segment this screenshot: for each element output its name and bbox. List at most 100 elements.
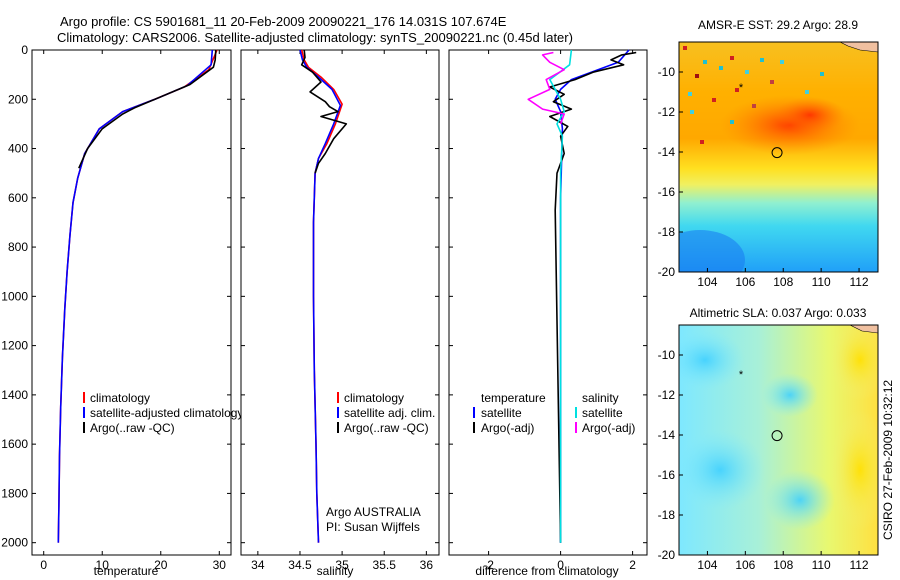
x-tick-label: 112 xyxy=(849,558,868,572)
legend-label: satellite adj. clim. xyxy=(344,406,435,420)
figure-title-line2: Climatology: CARS2006. Satellite-adjuste… xyxy=(57,30,573,45)
x-tick-label: 108 xyxy=(773,275,793,289)
difference-xlabel: difference from climatology xyxy=(475,564,618,578)
x-tick-label: -2 xyxy=(483,558,494,572)
series-line-salinity-argo-adj xyxy=(527,51,566,125)
y-tick-label: -14 xyxy=(658,428,676,442)
salinity-panel: 34 34.5 35 35.5 36 salinity climatology sate… xyxy=(240,49,440,578)
legend-label: Argo(-adj) xyxy=(582,421,635,435)
difference-panel: -2 0 2 difference from climatology tempera… xyxy=(448,49,648,578)
y-tick-label: -14 xyxy=(658,145,676,159)
x-tick-label: 30 xyxy=(213,558,227,572)
y-tick-label: -12 xyxy=(658,105,676,119)
legend-label: satellite-adjusted climatology xyxy=(90,406,243,420)
sst-map-panel: AMSR-E SST: 29.2 Argo: 28.9 104 106 108 110… xyxy=(658,18,879,289)
temperature-legend: climatology satellite-adjusted climatolo… xyxy=(83,391,243,435)
sst-pixel xyxy=(683,46,687,50)
x-tick-label: 110 xyxy=(812,558,831,572)
argo-pi-label: PI: Susan Wijffels xyxy=(326,520,420,534)
y-tick-label: 200 xyxy=(8,92,28,106)
x-tick-label: 106 xyxy=(735,275,755,289)
sla-heatmap-field xyxy=(679,325,878,555)
sst-pixel xyxy=(712,98,716,102)
y-tick-label: 0 xyxy=(21,43,28,57)
sst-pixel xyxy=(805,90,809,94)
timestamp-stamp: CSIRO 27-Feb-2009 10:32:12 xyxy=(881,379,895,540)
legend-label: climatology xyxy=(344,391,404,405)
sst-pixel xyxy=(770,80,774,84)
legend-label: satellite xyxy=(481,406,522,420)
x-tick-label: 112 xyxy=(849,275,868,289)
argo-position-marker xyxy=(771,147,783,159)
y-tick-label: -16 xyxy=(658,185,676,199)
y-tick-label: 600 xyxy=(8,191,28,205)
x-tick-label: 0 xyxy=(557,558,564,572)
figure-title-line1: Argo profile: CS 5901681_11 20-Feb-2009 … xyxy=(60,14,507,29)
sla-map-title: Altimetric SLA: 0.037 Argo: 0.033 xyxy=(690,306,867,320)
sst-map-title: AMSR-E SST: 29.2 Argo: 28.9 xyxy=(698,18,858,32)
legend-label: climatology xyxy=(90,391,150,405)
salinity-legend: climatology satellite adj. clim. Argo(..… xyxy=(337,391,435,435)
y-tick-label: 1200 xyxy=(1,339,28,353)
sst-pixel xyxy=(703,60,707,64)
sst-map-frame xyxy=(678,41,879,273)
salinity-axes-frame xyxy=(240,49,440,556)
sst-pixel xyxy=(730,56,734,60)
sst-pixel xyxy=(700,140,704,144)
y-tick-label: 400 xyxy=(8,142,28,156)
x-tick-label: 10 xyxy=(96,558,110,572)
sst-pixel xyxy=(760,58,764,62)
series-line-argo-raw-qc xyxy=(300,49,348,174)
x-tick-label: 104 xyxy=(697,558,717,572)
difference-axes-frame xyxy=(448,49,648,556)
x-tick-label: 108 xyxy=(773,558,793,572)
sst-pixel xyxy=(820,72,824,76)
sst-pixel xyxy=(690,110,694,114)
y-tick-label: 1000 xyxy=(1,289,28,303)
sla-map-frame xyxy=(678,324,879,556)
x-tick-label: 2 xyxy=(629,558,636,572)
y-tick-label: -20 xyxy=(658,548,676,562)
temperature-axes-frame xyxy=(31,49,232,556)
x-tick-label: 20 xyxy=(154,558,168,572)
temperature-panel: 0 10 20 30 0 200 400 600 800 1000 1200 1400 1600 1800… xyxy=(1,43,243,578)
x-tick-label: 34 xyxy=(251,558,265,572)
y-tick-label: -10 xyxy=(658,348,676,362)
y-tick-label: 2000 xyxy=(1,536,28,550)
y-tick-label: -18 xyxy=(658,508,676,522)
legend-title-temperature: temperature xyxy=(481,391,546,405)
x-tick-label: 35.5 xyxy=(373,558,397,572)
series-line-argo-raw-qc xyxy=(78,49,217,169)
y-tick-label: -18 xyxy=(658,225,676,239)
x-tick-label: 0 xyxy=(40,558,47,572)
legend-label: satellite xyxy=(582,406,623,420)
sst-pixel xyxy=(745,70,749,74)
difference-legend: temperature satellite Argo(-adj) salinit… xyxy=(473,391,635,435)
x-tick-label: 36 xyxy=(420,558,434,572)
y-tick-label: -12 xyxy=(658,388,676,402)
sst-pixel xyxy=(695,74,699,78)
x-tick-label: 34.5 xyxy=(288,558,312,572)
y-tick-label: -20 xyxy=(658,265,676,279)
x-tick-label: 104 xyxy=(697,275,717,289)
y-tick-label: 800 xyxy=(8,240,28,254)
sst-heatmap-field xyxy=(679,42,878,272)
sst-pixel xyxy=(752,104,756,108)
sst-pixel xyxy=(780,60,784,64)
argo-track-marker: * xyxy=(739,82,744,94)
argo-track-marker: * xyxy=(739,369,744,381)
legend-label: Argo(-adj) xyxy=(481,421,534,435)
y-tick-label: 1800 xyxy=(1,486,28,500)
sst-pixel xyxy=(719,66,723,70)
salinity-xlabel: salinity xyxy=(317,564,354,578)
x-tick-label: 106 xyxy=(735,558,755,572)
argo-agency-label: Argo AUSTRALIA xyxy=(326,505,421,519)
legend-label: Argo(..raw -QC) xyxy=(344,421,429,435)
y-tick-label: -16 xyxy=(658,468,676,482)
y-tick-label: 1400 xyxy=(1,388,28,402)
sst-pixel xyxy=(735,88,739,92)
y-tick-label: -10 xyxy=(658,65,676,79)
legend-label: Argo(..raw -QC) xyxy=(90,421,175,435)
y-tick-label: 1600 xyxy=(1,437,28,451)
